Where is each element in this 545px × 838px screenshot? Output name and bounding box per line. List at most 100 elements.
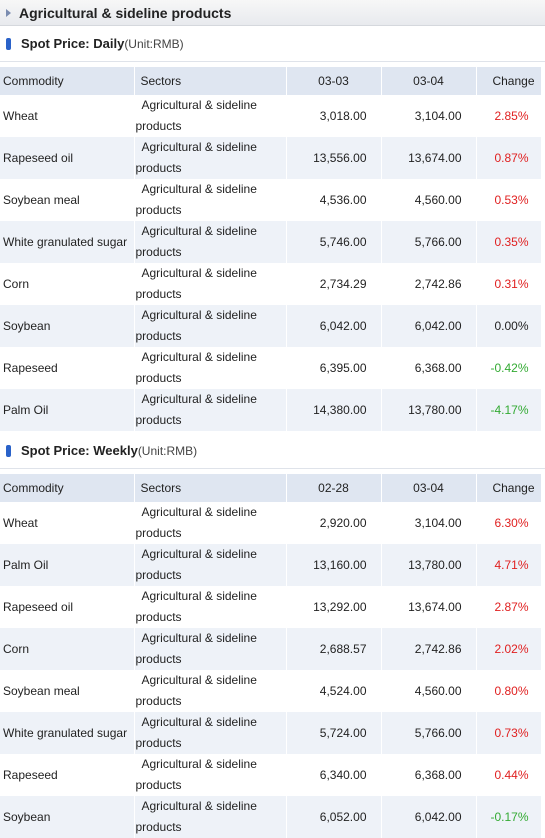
sector-line-2: products: [135, 820, 182, 834]
change-cell: 0.80%: [476, 670, 542, 712]
change-cell: 0.44%: [476, 754, 542, 796]
sector-line-2: products: [135, 736, 182, 750]
sector-cell: Agricultural & sideline products: [134, 179, 287, 221]
sector-line-1: Agricultural & sideline: [141, 182, 257, 196]
price-cell-1: 5,746.00: [286, 221, 382, 263]
expand-arrow-icon[interactable]: [6, 8, 11, 17]
table-row: White granulated sugar Agricultural & sid…: [0, 221, 542, 263]
sector-line-1: Agricultural & sideline: [141, 392, 257, 406]
commodity-cell[interactable]: Soybean: [0, 796, 135, 838]
col-commodity[interactable]: Commodity: [0, 67, 135, 95]
price-cell-2: 6,042.00: [381, 796, 477, 838]
sector-cell: Agricultural & sideline products: [134, 389, 287, 431]
commodity-cell[interactable]: Soybean meal: [0, 179, 135, 221]
section-bar-icon: [6, 444, 11, 457]
commodity-cell[interactable]: Corn: [0, 628, 135, 670]
commodity-cell[interactable]: Soybean meal: [0, 670, 135, 712]
price-cell-2: 5,766.00: [381, 712, 477, 754]
change-cell: 6.30%: [476, 502, 542, 544]
commodity-cell[interactable]: White granulated sugar: [0, 712, 135, 754]
weekly-section-title: Spot Price: Weekly (Unit:RMB): [0, 433, 545, 469]
col-commodity[interactable]: Commodity: [0, 474, 135, 502]
price-cell-2: 13,780.00: [381, 389, 477, 431]
sector-line-2: products: [135, 329, 182, 343]
sector-line-1: Agricultural & sideline: [141, 505, 257, 519]
commodity-cell[interactable]: Rapeseed: [0, 347, 135, 389]
col-date1[interactable]: 02-28: [286, 474, 382, 502]
sector-line-2: products: [135, 161, 182, 175]
commodity-cell[interactable]: Rapeseed: [0, 754, 135, 796]
price-cell-1: 6,042.00: [286, 305, 382, 347]
commodity-cell[interactable]: Rapeseed oil: [0, 586, 135, 628]
sector-line-1: Agricultural & sideline: [141, 799, 257, 813]
sector-line-2: products: [135, 652, 182, 666]
price-cell-1: 5,724.00: [286, 712, 382, 754]
price-cell-1: 3,018.00: [286, 95, 382, 137]
table-row: Rapeseed Agricultural & sideline products 6…: [0, 347, 542, 389]
sector-cell: Agricultural & sideline products: [134, 586, 287, 628]
weekly-table-body: Wheat Agricultural & sideline products 2,92…: [0, 502, 542, 838]
col-date1[interactable]: 03-03: [286, 67, 382, 95]
sector-line-1: Agricultural & sideline: [141, 350, 257, 364]
change-cell: 0.73%: [476, 712, 542, 754]
sector-cell: Agricultural & sideline products: [134, 544, 287, 586]
commodity-cell[interactable]: Wheat: [0, 502, 135, 544]
sector-cell: Agricultural & sideline products: [134, 670, 287, 712]
change-cell: 2.85%: [476, 95, 542, 137]
change-cell: 2.02%: [476, 628, 542, 670]
price-cell-2: 4,560.00: [381, 179, 477, 221]
table-row: Soybean Agricultural & sideline products 6,…: [0, 796, 542, 838]
price-cell-1: 4,536.00: [286, 179, 382, 221]
price-cell-2: 13,674.00: [381, 586, 477, 628]
change-cell: -0.42%: [476, 347, 542, 389]
table-row: Corn Agricultural & sideline products 2,734…: [0, 263, 542, 305]
sector-line-1: Agricultural & sideline: [141, 224, 257, 238]
sector-cell: Agricultural & sideline products: [134, 137, 287, 179]
sector-cell: Agricultural & sideline products: [134, 263, 287, 305]
col-date2[interactable]: 03-04: [381, 67, 477, 95]
table-row: Soybean Agricultural & sideline products 6,…: [0, 305, 542, 347]
price-cell-2: 3,104.00: [381, 95, 477, 137]
commodity-cell[interactable]: Palm Oil: [0, 544, 135, 586]
commodity-cell[interactable]: Wheat: [0, 95, 135, 137]
price-cell-1: 13,292.00: [286, 586, 382, 628]
sector-line-1: Agricultural & sideline: [141, 715, 257, 729]
price-cell-2: 6,042.00: [381, 305, 477, 347]
sector-line-2: products: [135, 568, 182, 582]
commodity-cell[interactable]: Rapeseed oil: [0, 137, 135, 179]
commodity-cell[interactable]: Palm Oil: [0, 389, 135, 431]
change-cell: 4.71%: [476, 544, 542, 586]
col-change[interactable]: Change: [476, 474, 542, 502]
sector-cell: Agricultural & sideline products: [134, 221, 287, 263]
sector-line-1: Agricultural & sideline: [141, 266, 257, 280]
price-cell-1: 6,340.00: [286, 754, 382, 796]
table-row: Palm Oil Agricultural & sideline products 1…: [0, 544, 542, 586]
price-cell-2: 4,560.00: [381, 670, 477, 712]
col-change[interactable]: Change: [476, 67, 542, 95]
page-header: Agricultural & sideline products: [0, 0, 545, 26]
table-row: White granulated sugar Agricultural & sid…: [0, 712, 542, 754]
commodity-cell[interactable]: White granulated sugar: [0, 221, 135, 263]
table-row: Soybean meal Agricultural & sideline produ…: [0, 179, 542, 221]
sector-line-2: products: [135, 778, 182, 792]
price-cell-1: 13,556.00: [286, 137, 382, 179]
price-cell-1: 4,524.00: [286, 670, 382, 712]
price-cell-2: 5,766.00: [381, 221, 477, 263]
change-cell: 0.00%: [476, 305, 542, 347]
change-cell: -4.17%: [476, 389, 542, 431]
sector-line-2: products: [135, 119, 182, 133]
sector-line-2: products: [135, 694, 182, 708]
col-sectors[interactable]: Sectors: [134, 474, 287, 502]
col-sectors[interactable]: Sectors: [134, 67, 287, 95]
sector-cell: Agricultural & sideline products: [134, 305, 287, 347]
col-date2[interactable]: 03-04: [381, 474, 477, 502]
sector-line-2: products: [135, 413, 182, 427]
commodity-cell[interactable]: Corn: [0, 263, 135, 305]
price-cell-1: 2,734.29: [286, 263, 382, 305]
sector-line-1: Agricultural & sideline: [141, 673, 257, 687]
sector-line-1: Agricultural & sideline: [141, 631, 257, 645]
change-cell: 0.35%: [476, 221, 542, 263]
sector-line-1: Agricultural & sideline: [141, 98, 257, 112]
sector-cell: Agricultural & sideline products: [134, 347, 287, 389]
commodity-cell[interactable]: Soybean: [0, 305, 135, 347]
